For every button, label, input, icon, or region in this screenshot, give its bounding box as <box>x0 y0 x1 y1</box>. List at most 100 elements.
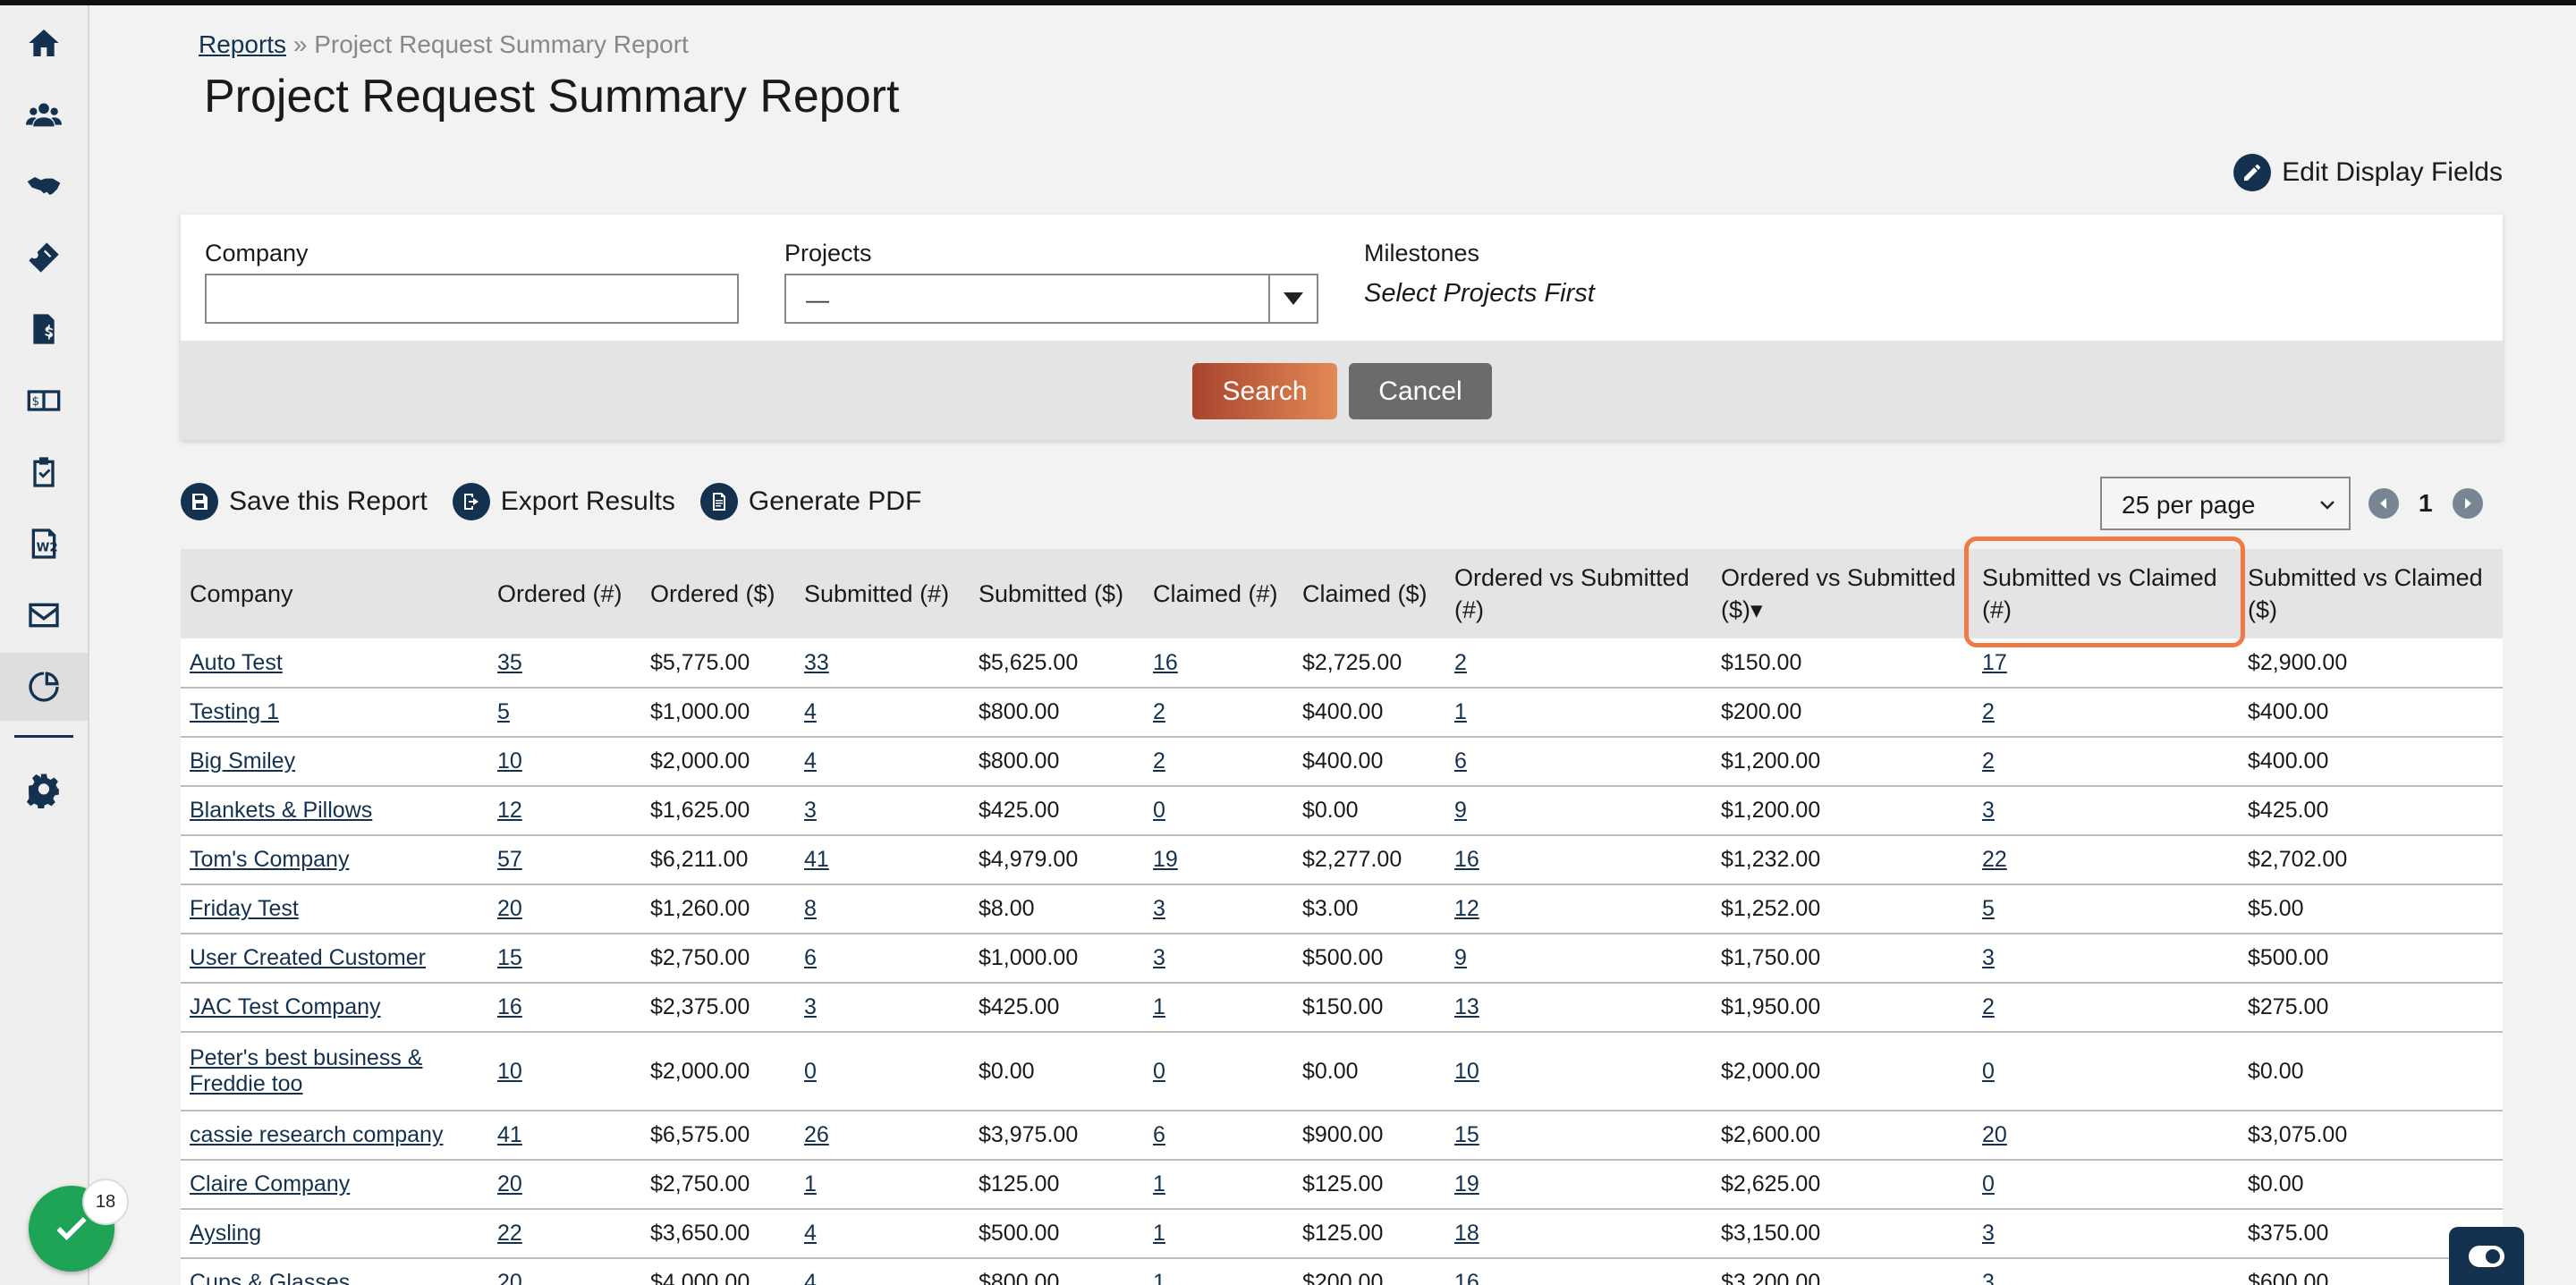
count-link[interactable]: 10 <box>497 1058 522 1084</box>
count-link[interactable]: 9 <box>1454 945 1467 970</box>
count-link[interactable]: 3 <box>804 994 817 1019</box>
count-link[interactable]: 5 <box>1982 896 1995 921</box>
company-link[interactable]: Claire Company <box>190 1171 351 1196</box>
count-link[interactable]: 4 <box>804 748 817 774</box>
sidebar-item-tax-forms[interactable]: W2 <box>0 510 88 578</box>
column-header[interactable]: Ordered ($) <box>641 549 795 638</box>
sidebar-item-reports[interactable] <box>0 653 88 721</box>
count-link[interactable]: 0 <box>1982 1058 1995 1084</box>
sidebar-item-tickets[interactable] <box>0 224 88 292</box>
export-results-button[interactable]: Export Results <box>452 483 675 520</box>
count-link[interactable]: 57 <box>497 847 522 872</box>
count-link[interactable]: 2 <box>1454 649 1467 675</box>
count-link[interactable]: 16 <box>497 994 522 1019</box>
column-header[interactable]: Claimed ($) <box>1293 549 1445 638</box>
search-button[interactable]: Search <box>1192 363 1337 419</box>
count-link[interactable]: 16 <box>1454 847 1479 872</box>
count-link[interactable]: 1 <box>1153 1270 1165 1285</box>
sidebar-item-invoices[interactable] <box>0 295 88 363</box>
company-link[interactable]: Cups & Glasses <box>190 1270 351 1285</box>
count-link[interactable]: 3 <box>1982 1270 1995 1285</box>
count-link[interactable]: 4 <box>804 1270 817 1285</box>
company-link[interactable]: Peter's best business & Freddie too <box>190 1045 423 1096</box>
count-link[interactable]: 2 <box>1982 699 1995 724</box>
sidebar-item-tasks[interactable] <box>0 438 88 506</box>
count-link[interactable]: 3 <box>1982 945 1995 970</box>
count-link[interactable]: 3 <box>1153 945 1165 970</box>
company-input[interactable] <box>205 274 739 324</box>
count-link[interactable]: 1 <box>1153 994 1165 1019</box>
count-link[interactable]: 41 <box>804 847 829 872</box>
sidebar-item-partners[interactable] <box>0 152 88 220</box>
count-link[interactable]: 35 <box>497 649 522 675</box>
company-link[interactable]: Big Smiley <box>190 748 296 774</box>
column-header[interactable]: Submitted ($) <box>970 549 1144 638</box>
column-header[interactable]: Company <box>181 549 488 638</box>
count-link[interactable]: 0 <box>1982 1171 1995 1196</box>
count-link[interactable]: 6 <box>1153 1122 1165 1147</box>
generate-pdf-button[interactable]: Generate PDF <box>699 483 921 520</box>
count-link[interactable]: 3 <box>1982 1221 1995 1246</box>
count-link[interactable]: 16 <box>1153 649 1178 675</box>
sidebar-item-messages[interactable] <box>0 581 88 649</box>
count-link[interactable]: 2 <box>1982 748 1995 774</box>
column-header[interactable]: Submitted vs Claimed ($) <box>2239 549 2503 638</box>
count-link[interactable]: 0 <box>1153 798 1165 823</box>
column-header[interactable]: Ordered vs Submitted (#) <box>1445 549 1712 638</box>
per-page-select[interactable]: 25 per page <box>2100 477 2351 530</box>
count-link[interactable]: 15 <box>1454 1122 1479 1147</box>
count-link[interactable]: 16 <box>1454 1270 1479 1285</box>
count-link[interactable]: 33 <box>804 649 829 675</box>
chat-widget-button[interactable] <box>2449 1227 2524 1285</box>
column-header[interactable]: Claimed (#) <box>1144 549 1293 638</box>
column-header[interactable]: Ordered (#) <box>488 549 641 638</box>
count-link[interactable]: 22 <box>497 1221 522 1246</box>
company-link[interactable]: Blankets & Pillows <box>190 798 373 823</box>
projects-select[interactable]: — <box>784 274 1318 324</box>
breadcrumb-reports-link[interactable]: Reports <box>199 30 287 58</box>
count-link[interactable]: 20 <box>497 896 522 921</box>
count-link[interactable]: 3 <box>804 798 817 823</box>
company-link[interactable]: JAC Test Company <box>190 994 381 1019</box>
company-link[interactable]: Friday Test <box>190 896 299 921</box>
count-link[interactable]: 0 <box>804 1058 817 1084</box>
count-link[interactable]: 6 <box>1454 748 1467 774</box>
count-link[interactable]: 41 <box>497 1122 522 1147</box>
column-header[interactable]: Submitted vs Claimed (#) <box>1973 549 2239 638</box>
count-link[interactable]: 17 <box>1982 649 2007 675</box>
column-header-sorted[interactable]: Ordered vs Submitted ($)▾ <box>1712 549 1973 638</box>
count-link[interactable]: 20 <box>1982 1122 2007 1147</box>
count-link[interactable]: 1 <box>804 1171 817 1196</box>
count-link[interactable]: 2 <box>1982 994 1995 1019</box>
count-link[interactable]: 8 <box>804 896 817 921</box>
sidebar-item-settings[interactable] <box>0 757 88 824</box>
company-link[interactable]: Testing 1 <box>190 699 280 724</box>
count-link[interactable]: 19 <box>1454 1171 1479 1196</box>
count-link[interactable]: 4 <box>804 1221 817 1246</box>
count-link[interactable]: 26 <box>804 1122 829 1147</box>
company-link[interactable]: cassie research company <box>190 1122 444 1147</box>
count-link[interactable]: 10 <box>1454 1058 1479 1084</box>
edit-display-fields-button[interactable]: Edit Display Fields <box>2233 154 2503 191</box>
count-link[interactable]: 15 <box>497 945 522 970</box>
count-link[interactable]: 1 <box>1153 1171 1165 1196</box>
sidebar-item-payments[interactable]: $ <box>0 367 88 435</box>
count-link[interactable]: 10 <box>497 748 522 774</box>
sidebar-item-users[interactable] <box>0 80 88 148</box>
cancel-button[interactable]: Cancel <box>1349 363 1492 419</box>
save-report-button[interactable]: Save this Report <box>181 483 428 520</box>
company-link[interactable]: Tom's Company <box>190 847 350 872</box>
count-link[interactable]: 0 <box>1153 1058 1165 1084</box>
count-link[interactable]: 4 <box>804 699 817 724</box>
count-link[interactable]: 2 <box>1153 748 1165 774</box>
count-link[interactable]: 22 <box>1982 847 2007 872</box>
count-link[interactable]: 18 <box>1454 1221 1479 1246</box>
count-link[interactable]: 5 <box>497 699 510 724</box>
company-link[interactable]: User Created Customer <box>190 945 426 970</box>
count-link[interactable]: 3 <box>1153 896 1165 921</box>
count-link[interactable]: 2 <box>1153 699 1165 724</box>
count-link[interactable]: 20 <box>497 1171 522 1196</box>
count-link[interactable]: 1 <box>1153 1221 1165 1246</box>
count-link[interactable]: 3 <box>1982 798 1995 823</box>
sidebar-item-home[interactable] <box>0 9 88 77</box>
